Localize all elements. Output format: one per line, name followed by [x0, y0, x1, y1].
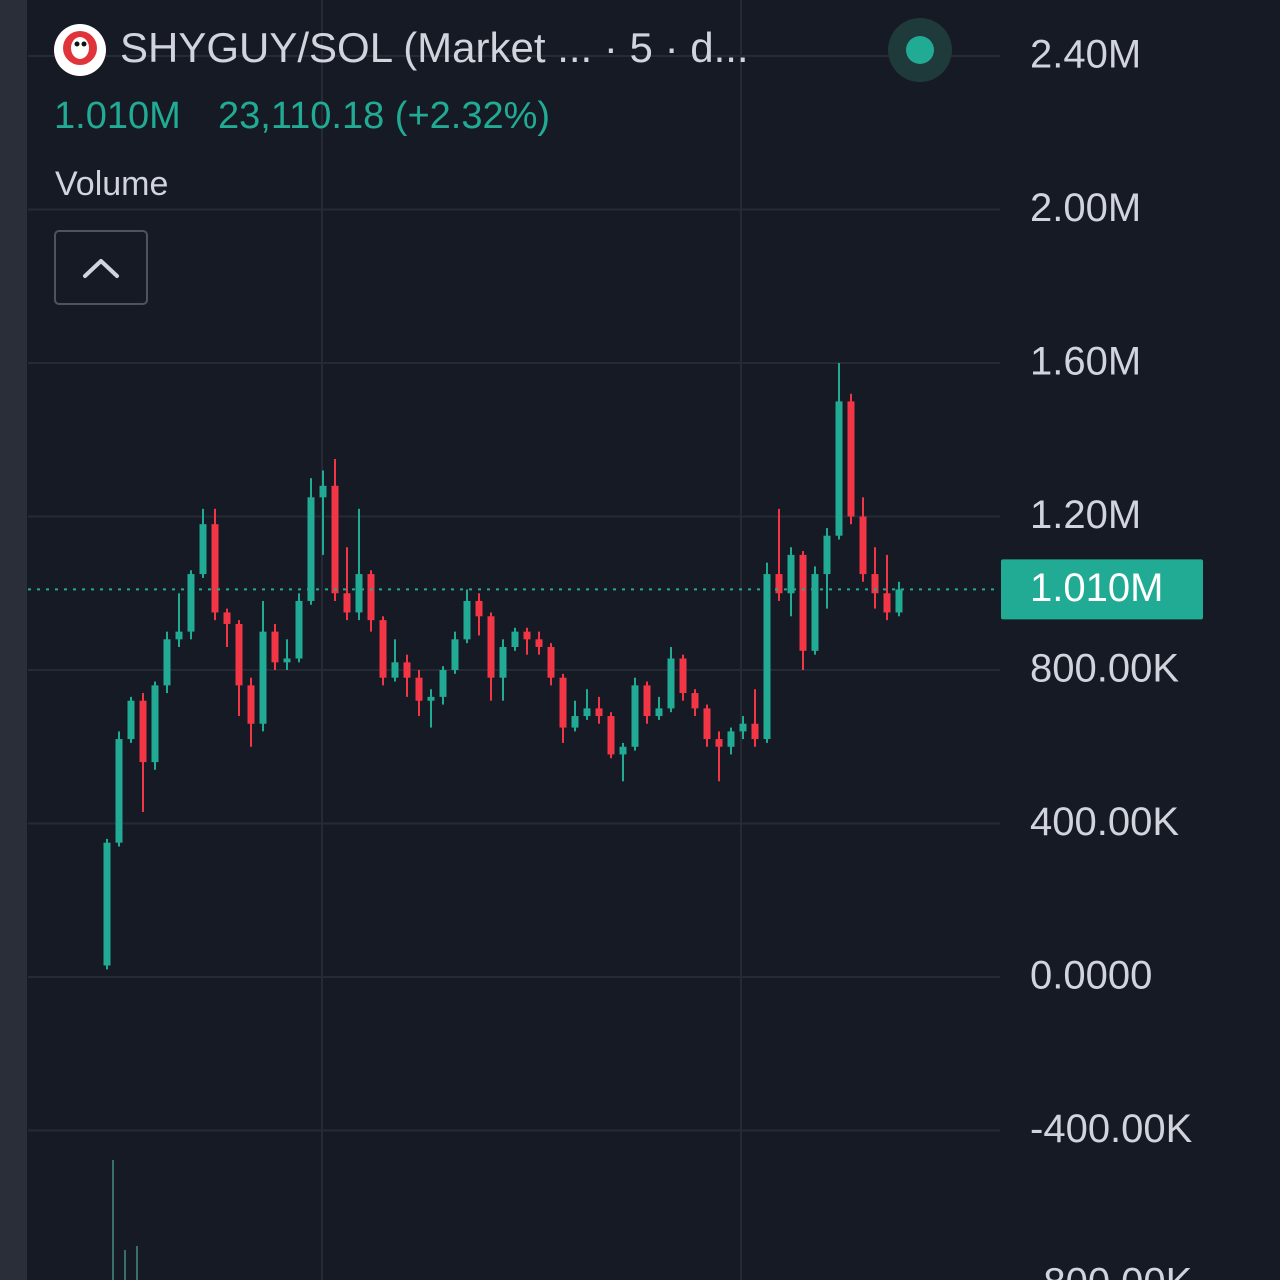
candle-body: [883, 593, 891, 613]
candle-body: [631, 685, 639, 747]
candle-body: [547, 646, 555, 678]
chevron-icon: [83, 259, 119, 278]
candle-body: [475, 600, 483, 617]
candle-body: [895, 589, 903, 613]
y-tick-label: 800.00K: [1030, 647, 1179, 691]
candle-body: [379, 620, 387, 678]
candle-body: [367, 574, 375, 621]
candle-body: [223, 612, 231, 624]
candle-body: [403, 662, 411, 678]
candle-body: [187, 574, 195, 632]
candle-body: [343, 593, 351, 613]
candle-body: [571, 716, 579, 728]
candle-body: [331, 485, 339, 594]
candle-body: [799, 554, 807, 651]
candle-body: [535, 639, 543, 647]
candle-body: [439, 670, 447, 697]
candle-body: [295, 600, 303, 659]
candle-body: [715, 739, 723, 747]
chart-title: SHYGUY/SOL (Market ... · 5 · d...: [120, 24, 749, 71]
candle-body: [859, 516, 867, 575]
candle-body: [583, 708, 591, 717]
candle-body: [835, 401, 843, 536]
candle-body: [307, 497, 315, 601]
candle-body: [415, 677, 423, 701]
y-tick-label: 0.0000: [1030, 954, 1152, 998]
candle-body: [175, 631, 183, 640]
candle-body: [103, 842, 111, 966]
candle-body: [211, 524, 219, 613]
y-tick-label: 2.40M: [1030, 33, 1141, 77]
y-tick-label: 1.20M: [1030, 493, 1141, 537]
grid-layer: [28, 0, 1000, 1280]
collapse-button[interactable]: [54, 230, 148, 305]
candle-body: [463, 600, 471, 640]
candle-body: [235, 623, 243, 686]
y-tick-label: -400.00K: [1030, 1107, 1193, 1151]
candle-body: [823, 535, 831, 575]
candle-body: [163, 639, 171, 686]
volume-bar: [124, 1250, 126, 1280]
candle-body: [691, 693, 699, 709]
candle-body: [871, 574, 879, 594]
last-value: 1.010M: [54, 95, 181, 137]
candle-body: [427, 696, 435, 701]
candle-body: [247, 685, 255, 724]
y-tick-label: 400.00K: [1030, 800, 1179, 844]
candle-body: [619, 746, 627, 755]
candle-body: [751, 723, 759, 740]
candle-body: [391, 662, 399, 678]
candle-body: [847, 401, 855, 517]
candle-body: [127, 700, 135, 740]
last-price-box: [1001, 559, 1203, 620]
y-tick-label: -800.00K: [1030, 1261, 1193, 1280]
candle-body: [739, 723, 747, 732]
candle-body: [679, 658, 687, 694]
candle-body: [511, 631, 519, 647]
candle-body: [115, 739, 123, 843]
token-icon-eye: [74, 41, 80, 47]
candle-body: [811, 574, 819, 651]
candle-body: [487, 616, 495, 678]
y-tick-label: 2.00M: [1030, 186, 1141, 230]
token-icon-face: [71, 37, 89, 59]
volume-bar: [112, 1160, 114, 1280]
candle-body: [259, 631, 267, 724]
candle-body: [151, 685, 159, 763]
candle-body: [355, 574, 363, 613]
y-tick-label: 1.60M: [1030, 340, 1141, 384]
candle-body: [763, 574, 771, 740]
candle-body: [319, 485, 327, 498]
candle-body: [559, 677, 567, 728]
candle-body: [727, 731, 735, 747]
candle-body: [607, 716, 615, 755]
candle-body: [703, 708, 711, 740]
candle-body: [655, 708, 663, 717]
candle-body: [199, 524, 207, 575]
candle-body: [595, 708, 603, 717]
volume-bar: [136, 1246, 138, 1280]
candle-body: [271, 631, 279, 663]
volume-label: Volume: [55, 165, 168, 203]
candle-body: [139, 700, 147, 763]
plot: [28, 363, 1000, 1280]
candle-body: [787, 554, 795, 594]
candle-body: [283, 658, 291, 663]
candle-body: [523, 631, 531, 640]
candle-body: [667, 658, 675, 709]
side-strip: [0, 0, 27, 1280]
status-dot: [906, 36, 934, 64]
candle-body: [499, 646, 507, 678]
price-axis: 2.40M 2.00M 1.60M 1.20M 800.00K 400.00K 0.0000…: [1001, 33, 1203, 1280]
change: 23,110.18 (+2.32%): [218, 95, 550, 137]
last-price-label: 1.010M: [1030, 566, 1163, 610]
candle-body: [451, 639, 459, 671]
token-icon-eye: [81, 41, 87, 47]
candle-body: [643, 685, 651, 717]
candle-body: [775, 574, 783, 594]
